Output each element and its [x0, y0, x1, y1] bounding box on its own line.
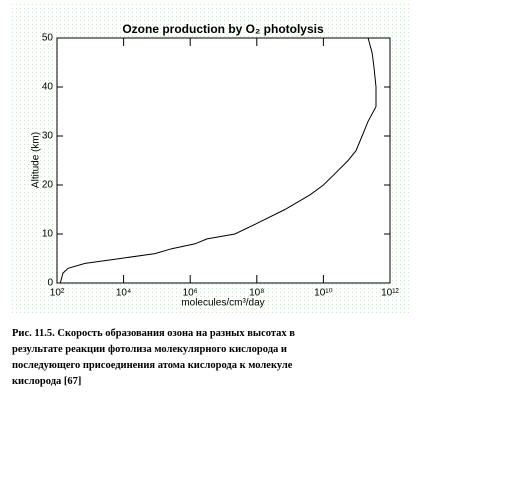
- caption-line: результате реакции фотолиза молекулярног…: [12, 344, 287, 355]
- y-tick-label: 20: [42, 180, 54, 191]
- x-tick-label: 10⁴: [116, 288, 131, 299]
- chart-title: Ozone production by O₂ photolysis: [122, 22, 324, 36]
- x-axis-label: molecules/cm³/day: [181, 298, 264, 309]
- chart: Ozone production by O₂ photolysis molecu…: [10, 2, 410, 314]
- profile-line: [59, 37, 377, 284]
- plot-frame: [56, 37, 391, 284]
- caption-line: последующего присоединения атома кислоро…: [12, 360, 293, 371]
- x-tick-label: 10¹²: [381, 288, 399, 299]
- caption-line: Рис. 11.5. Скорость образования озона на…: [12, 328, 295, 339]
- y-tick-label: 10: [42, 229, 54, 240]
- y-axis-label: Altitude (km): [31, 132, 42, 188]
- y-tick-label: 30: [42, 131, 54, 142]
- x-tick-label: 10¹⁰: [314, 288, 332, 299]
- x-tick-label: 10⁶: [183, 288, 198, 299]
- y-tick-label: 50: [42, 33, 54, 44]
- x-tick-label: 10²: [50, 288, 65, 299]
- caption: Рис. 11.5. Скорость образования озона на…: [12, 326, 392, 394]
- y-tick-label: 0: [47, 278, 53, 289]
- x-tick-label: 10⁸: [249, 288, 264, 299]
- caption-line: кислорода [67]: [12, 376, 82, 387]
- y-tick-label: 40: [42, 82, 54, 93]
